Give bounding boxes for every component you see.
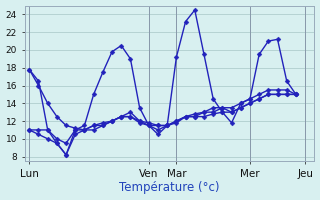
- X-axis label: Température (°c): Température (°c): [119, 181, 220, 194]
